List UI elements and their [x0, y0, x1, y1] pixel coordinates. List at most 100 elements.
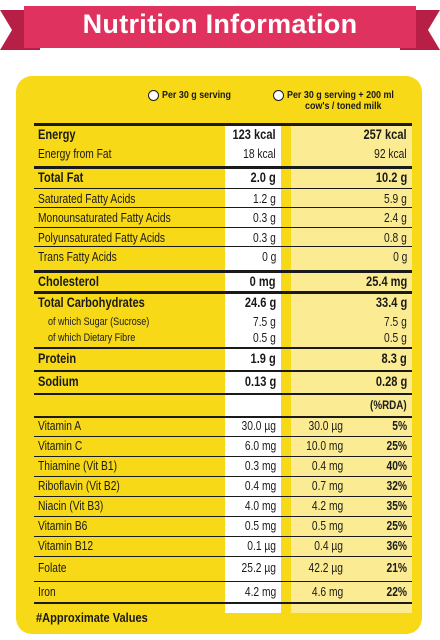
- row-divider: [34, 270, 412, 273]
- nutrient-label: Saturated Fatty Acids: [38, 192, 136, 206]
- nutrient-label: Sodium: [38, 374, 79, 389]
- vitamin-value-with-milk: 4.2 mg: [311, 499, 343, 513]
- row-divider: [34, 393, 412, 395]
- vitamin-rda: 21%: [386, 561, 407, 575]
- value-per-serving: 123 kcal: [232, 127, 276, 142]
- row-divider: [34, 370, 412, 372]
- value-with-milk: 2.4 g: [384, 211, 407, 225]
- vitamin-label: Vitamin C: [38, 439, 83, 453]
- row-divider: [34, 246, 412, 247]
- vitamin-rda: 32%: [386, 479, 407, 493]
- vitamin-rda: 35%: [386, 499, 407, 513]
- column-per-serving-bg: [225, 123, 281, 613]
- nutrient-label: Monounsaturated Fatty Acids: [38, 211, 171, 225]
- vitamin-label: Vitamin B12: [38, 539, 94, 553]
- vitamin-value-with-milk: 42.2 µg: [308, 561, 343, 575]
- value-with-milk: 5.9 g: [384, 192, 407, 206]
- vitamin-value-per-serving: 0.1 µg: [247, 539, 276, 553]
- row-divider: [34, 496, 412, 497]
- vitamin-label: Vitamin B6: [38, 519, 88, 533]
- row-divider: [34, 556, 412, 557]
- vitamin-value-per-serving: 25.2 µg: [241, 561, 276, 575]
- header-with-milk-line2: cow's / toned milk: [305, 100, 382, 112]
- value-per-serving: 24.6 g: [244, 295, 276, 310]
- ribbon-body: [24, 6, 416, 48]
- value-with-milk: 7.5 g: [384, 315, 407, 329]
- value-with-milk: 0.28 g: [375, 374, 407, 389]
- header-with-milk-line1: Per 30 g serving + 200 ml: [287, 89, 394, 101]
- nutrient-label: of which Sugar (Sucrose): [48, 316, 150, 328]
- nutrient-label: Protein: [38, 351, 77, 366]
- per-serving-marker: [148, 90, 159, 101]
- row-divider: [34, 416, 412, 418]
- vitamin-label: Folate: [38, 561, 67, 575]
- value-with-milk: 25.4 mg: [365, 274, 407, 289]
- value-with-milk: 0 g: [392, 250, 407, 264]
- value-per-serving: 0.3 g: [253, 211, 276, 225]
- value-per-serving: 18 kcal: [243, 147, 276, 161]
- vitamin-value-per-serving: 4.2 mg: [244, 585, 276, 599]
- vitamin-value-with-milk: 0.5 mg: [311, 519, 343, 533]
- header-per-serving: Per 30 g serving: [162, 89, 231, 101]
- vitamin-rda: 25%: [386, 519, 407, 533]
- nutrient-label: of which Dietary Fibre: [48, 332, 136, 344]
- value-per-serving: 0 g: [261, 250, 276, 264]
- vitamin-rda: 22%: [386, 585, 407, 599]
- vitamin-value-with-milk: 0.4 µg: [314, 539, 343, 553]
- nutrient-label: Total Fat: [38, 170, 84, 185]
- vitamin-rda: 25%: [386, 439, 407, 453]
- vitamin-value-with-milk: 10.0 mg: [305, 439, 343, 453]
- value-with-milk: 33.4 g: [375, 295, 407, 310]
- row-divider: [34, 516, 412, 517]
- value-per-serving: 0.5 g: [253, 331, 276, 345]
- rda-header: (%RDA): [370, 398, 407, 412]
- with-milk-marker: [273, 90, 284, 101]
- nutrient-label: Energy: [38, 127, 76, 142]
- vitamin-value-with-milk: 30.0 µg: [308, 419, 343, 433]
- value-per-serving: 7.5 g: [253, 315, 276, 329]
- vitamin-value-per-serving: 4.0 mg: [244, 499, 276, 513]
- row-divider: [34, 166, 412, 169]
- vitamin-label: Vitamin A: [38, 419, 82, 433]
- vitamin-value-per-serving: 0.4 mg: [244, 479, 276, 493]
- footnote: #Approximate Values: [36, 610, 148, 625]
- row-divider: [34, 476, 412, 477]
- row-divider: [34, 123, 412, 126]
- vitamin-value-with-milk: 4.6 mg: [311, 585, 343, 599]
- vitamin-value-per-serving: 30.0 µg: [241, 419, 276, 433]
- vitamin-label: Niacin (Vit B3): [38, 499, 104, 513]
- vitamin-value-per-serving: 0.5 mg: [244, 519, 276, 533]
- value-with-milk: 92 kcal: [374, 147, 407, 161]
- row-divider: [34, 188, 412, 189]
- row-divider: [34, 456, 412, 457]
- value-with-milk: 0.8 g: [384, 231, 407, 245]
- value-per-serving: 1.2 g: [253, 192, 276, 206]
- vitamin-value-per-serving: 0.3 mg: [244, 459, 276, 473]
- row-divider: [34, 436, 412, 437]
- vitamin-value-with-milk: 0.4 mg: [311, 459, 343, 473]
- row-divider: [34, 227, 412, 228]
- vitamin-label: Riboflavin (Vit B2): [38, 479, 120, 493]
- value-per-serving: 0.3 g: [253, 231, 276, 245]
- vitamin-value-with-milk: 0.7 mg: [311, 479, 343, 493]
- nutrient-label: Cholesterol: [38, 274, 99, 289]
- row-divider: [34, 536, 412, 537]
- row-divider: [34, 602, 412, 604]
- value-with-milk: 0.5 g: [384, 331, 407, 345]
- page-title: Nutrition Information: [82, 9, 358, 39]
- row-divider: [34, 347, 412, 349]
- vitamin-rda: 36%: [386, 539, 407, 553]
- value-with-milk: 10.2 g: [375, 170, 407, 185]
- row-divider: [34, 291, 412, 294]
- vitamin-rda: 5%: [392, 419, 407, 433]
- value-per-serving: 2.0 g: [250, 170, 276, 185]
- banner-ribbon: [0, 6, 440, 50]
- value-per-serving: 0.13 g: [244, 374, 276, 389]
- row-divider: [34, 207, 412, 208]
- nutrient-label: Energy from Fat: [38, 147, 112, 161]
- column-with-milk-bg: [291, 123, 412, 613]
- vitamin-label: Iron: [38, 585, 56, 599]
- nutrient-label: Total Carbohydrates: [38, 295, 145, 310]
- value-per-serving: 0 mg: [250, 274, 276, 289]
- nutrient-label: Trans Fatty Acids: [38, 250, 117, 264]
